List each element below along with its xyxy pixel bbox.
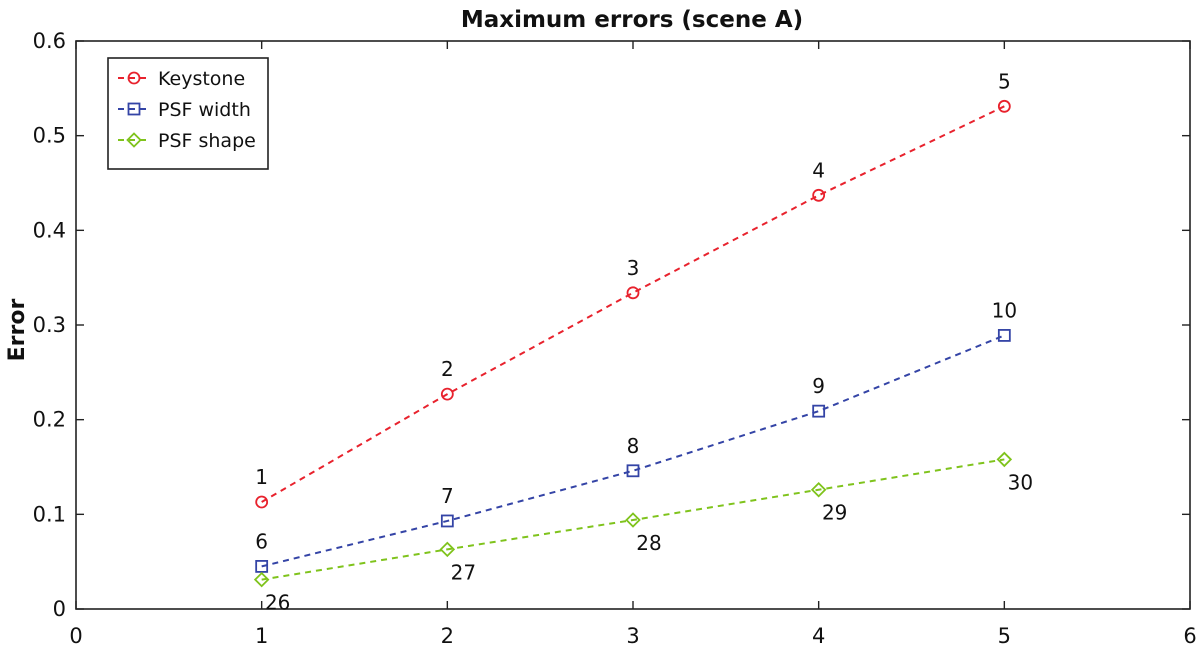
y-tick-label: 0.6	[33, 29, 66, 53]
data-point-label: 26	[265, 591, 290, 615]
series-line	[261, 458, 1005, 581]
data-point	[440, 514, 454, 528]
y-tick-label: 0.3	[33, 313, 66, 337]
data-point	[440, 387, 454, 401]
data-point-label: 30	[1008, 470, 1033, 494]
series-line	[261, 105, 1005, 503]
data-point	[996, 451, 1013, 468]
data-point-label: 4	[812, 158, 825, 182]
data-point-label: 27	[451, 560, 476, 584]
data-point-label: 9	[812, 374, 825, 398]
legend-marker	[127, 71, 141, 85]
legend-label: Keystone	[158, 68, 245, 90]
x-tick-label: 1	[255, 624, 268, 648]
data-point-label: 5	[998, 69, 1011, 93]
y-tick-label: 0.5	[33, 124, 66, 148]
series-layer: 1 2 3 4 5 6 7 8 9 10 26 27 28 29 30	[253, 69, 1033, 615]
data-point-label: 2	[441, 357, 454, 381]
legend-marker	[127, 102, 141, 116]
y-tick-label: 0.1	[33, 502, 66, 526]
data-point	[625, 512, 641, 528]
legend: Keystone PSF width PSF shape	[107, 57, 269, 170]
data-point	[997, 329, 1011, 342]
legend-label: PSF width	[158, 99, 251, 121]
data-point	[626, 286, 640, 300]
y-axis-label: Error	[5, 299, 30, 362]
data-point	[253, 571, 270, 588]
y-tick-label: 0.4	[33, 218, 66, 242]
legend-label: PSF shape	[158, 130, 256, 152]
data-point	[810, 481, 827, 498]
y-tick-label: 0	[53, 597, 66, 621]
data-point-label: 28	[636, 531, 661, 555]
y-axis: 0 0.1 0.2 0.3 0.4 0.5 0.6	[33, 29, 1190, 621]
data-point-label: 6	[255, 529, 268, 553]
data-point	[255, 495, 269, 509]
data-point-label: 8	[627, 434, 640, 458]
data-point	[439, 541, 456, 558]
data-point	[997, 99, 1011, 113]
data-point-label: 3	[627, 256, 640, 280]
x-axis: 0 1 2 3 4 5 6	[69, 41, 1197, 648]
x-tick-label: 2	[441, 624, 454, 648]
data-point	[812, 404, 826, 418]
series-psf-width: 6 7 8 9 10	[255, 298, 1017, 573]
legend-item: Keystone	[118, 68, 245, 90]
data-point	[812, 188, 826, 202]
data-point-label: 1	[255, 465, 268, 489]
x-tick-label: 0	[69, 624, 82, 648]
legend-item: PSF shape	[118, 130, 256, 152]
data-point-label: 29	[822, 501, 847, 525]
data-point-label: 10	[992, 298, 1017, 322]
y-tick-label: 0.2	[33, 408, 66, 432]
x-tick-label: 6	[1183, 624, 1196, 648]
x-tick-label: 3	[626, 624, 639, 648]
x-tick-label: 5	[998, 624, 1011, 648]
data-point	[626, 464, 640, 478]
data-point-label: 7	[441, 484, 454, 508]
legend-item: PSF width	[118, 99, 251, 121]
x-tick-label: 4	[812, 624, 825, 648]
series-keystone: 1 2 3 4 5	[255, 69, 1011, 509]
series-psf-shape: 26 27 28 29 30	[253, 451, 1033, 615]
legend-box	[107, 57, 269, 170]
chart-title: Maximum errors (scene A)	[461, 7, 803, 33]
legend-marker	[126, 132, 142, 148]
